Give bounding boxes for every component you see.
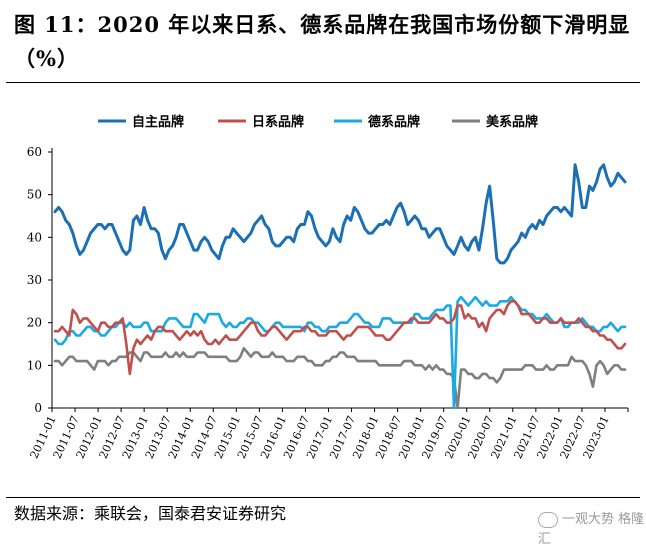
- legend-label-2: 德系品牌: [368, 114, 420, 130]
- y-tick-label: 0: [34, 401, 42, 415]
- series-line-1: [53, 300, 627, 376]
- series-line-0: [53, 163, 627, 265]
- y-tick-label: 20: [27, 316, 42, 330]
- series-line-3: [53, 347, 627, 410]
- y-tick-label: 30: [27, 273, 42, 287]
- legend-label-0: 自主品牌: [132, 114, 184, 130]
- chart-legend: 自主品牌 日系品牌 德系品牌 美系品牌: [98, 114, 538, 130]
- legend-label-1: 日系品牌: [252, 114, 304, 130]
- watermark-logo-icon: [538, 511, 558, 528]
- bottom-divider: [6, 497, 640, 498]
- legend-label-3: 美系品牌: [486, 114, 538, 130]
- top-divider: [6, 82, 640, 83]
- y-tick-label: 10: [27, 358, 42, 372]
- chart-axes: 01020304050602011-012011-072012-012012-0…: [27, 145, 629, 461]
- y-tick-label: 60: [27, 145, 42, 159]
- line-chart: 自主品牌 日系品牌 德系品牌 美系品牌 01020304050602011-01201…: [27, 114, 629, 461]
- y-tick-label: 50: [27, 188, 42, 202]
- y-tick-label: 40: [27, 230, 42, 244]
- page-title: 图 11：2020 年以来日系、德系品牌在我国市场份额下滑明显（%）: [14, 12, 631, 71]
- chart-lines: [53, 163, 627, 410]
- watermark-text: 一观大势 格隆汇: [538, 512, 645, 547]
- source-note: 数据来源：乘联会，国泰君安证券研究: [14, 504, 287, 523]
- watermark: 一观大势 格隆汇: [538, 508, 646, 547]
